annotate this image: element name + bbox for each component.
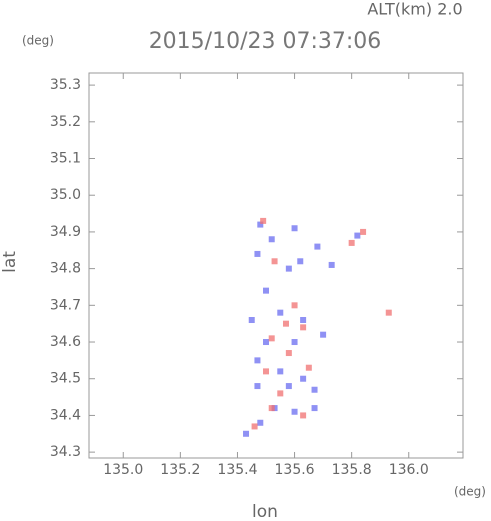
y-tick-label: 34.7 bbox=[50, 297, 81, 313]
y-axis-label: lat bbox=[0, 251, 20, 273]
echo-point bbox=[385, 309, 392, 316]
echo-point bbox=[311, 386, 318, 393]
y-tick-label: 34.9 bbox=[50, 224, 81, 240]
y-unit: (deg) bbox=[22, 34, 54, 48]
echo-point bbox=[263, 368, 270, 375]
y-tick-label: 35.3 bbox=[50, 77, 81, 93]
echo-point bbox=[263, 339, 270, 346]
y-tick-label: 35.1 bbox=[50, 151, 81, 167]
echo-point bbox=[300, 412, 307, 419]
echo-point bbox=[268, 236, 275, 243]
echo-point bbox=[348, 239, 355, 246]
echo-point bbox=[254, 383, 261, 390]
echo-point bbox=[320, 331, 327, 338]
echo-point bbox=[291, 225, 298, 232]
echo-point bbox=[314, 243, 321, 250]
x-tick-label: 135.0 bbox=[103, 462, 143, 478]
echo-point bbox=[268, 405, 275, 412]
echo-point bbox=[291, 302, 298, 309]
echo-point bbox=[251, 423, 258, 430]
echo-point bbox=[297, 258, 304, 265]
x-tick-label: 135.6 bbox=[275, 462, 315, 478]
echo-point bbox=[271, 258, 278, 265]
x-tick-label: 135.2 bbox=[160, 462, 200, 478]
echo-point bbox=[328, 261, 335, 268]
echo-point bbox=[300, 317, 307, 324]
x-unit: (deg) bbox=[454, 485, 486, 499]
echo-point bbox=[285, 383, 292, 390]
x-axis-label: lon bbox=[252, 502, 278, 521]
echo-point bbox=[311, 405, 318, 412]
echo-point bbox=[282, 320, 289, 327]
echo-point bbox=[291, 408, 298, 415]
x-tick-label: 135.8 bbox=[332, 462, 372, 478]
echo-point bbox=[285, 350, 292, 357]
echo-point bbox=[277, 390, 284, 397]
echo-point bbox=[277, 368, 284, 375]
echo-point bbox=[300, 375, 307, 382]
echo-point bbox=[268, 335, 275, 342]
echo-point bbox=[300, 324, 307, 331]
altitude-label: ALT(km) 2.0 bbox=[367, 0, 462, 19]
echo-point bbox=[257, 419, 264, 426]
y-tick-label: 34.6 bbox=[50, 334, 81, 350]
echo-point bbox=[263, 287, 270, 294]
echo-point bbox=[257, 221, 264, 228]
echo-point bbox=[254, 250, 261, 257]
y-tick-label: 34.3 bbox=[50, 444, 81, 460]
y-tick-label: 35.0 bbox=[50, 187, 81, 203]
x-tick-label: 136.0 bbox=[389, 462, 429, 478]
echo-point bbox=[243, 430, 250, 437]
echo-point bbox=[254, 357, 261, 364]
echo-point bbox=[354, 232, 361, 239]
y-tick-label: 34.5 bbox=[50, 371, 81, 387]
echo-point bbox=[291, 339, 298, 346]
plot-frame bbox=[88, 72, 464, 459]
echo-point bbox=[260, 217, 267, 224]
echo-point bbox=[277, 309, 284, 316]
x-tick-label: 135.4 bbox=[217, 462, 257, 478]
echo-point bbox=[360, 228, 367, 235]
y-tick-label: 35.2 bbox=[50, 114, 81, 130]
echo-point bbox=[305, 364, 312, 371]
y-tick-label: 34.8 bbox=[50, 261, 81, 277]
y-tick-label: 34.4 bbox=[50, 407, 81, 423]
chart-title: 2015/10/23 07:37:06 bbox=[149, 29, 382, 54]
echo-point bbox=[248, 317, 255, 324]
echo-point bbox=[285, 265, 292, 272]
